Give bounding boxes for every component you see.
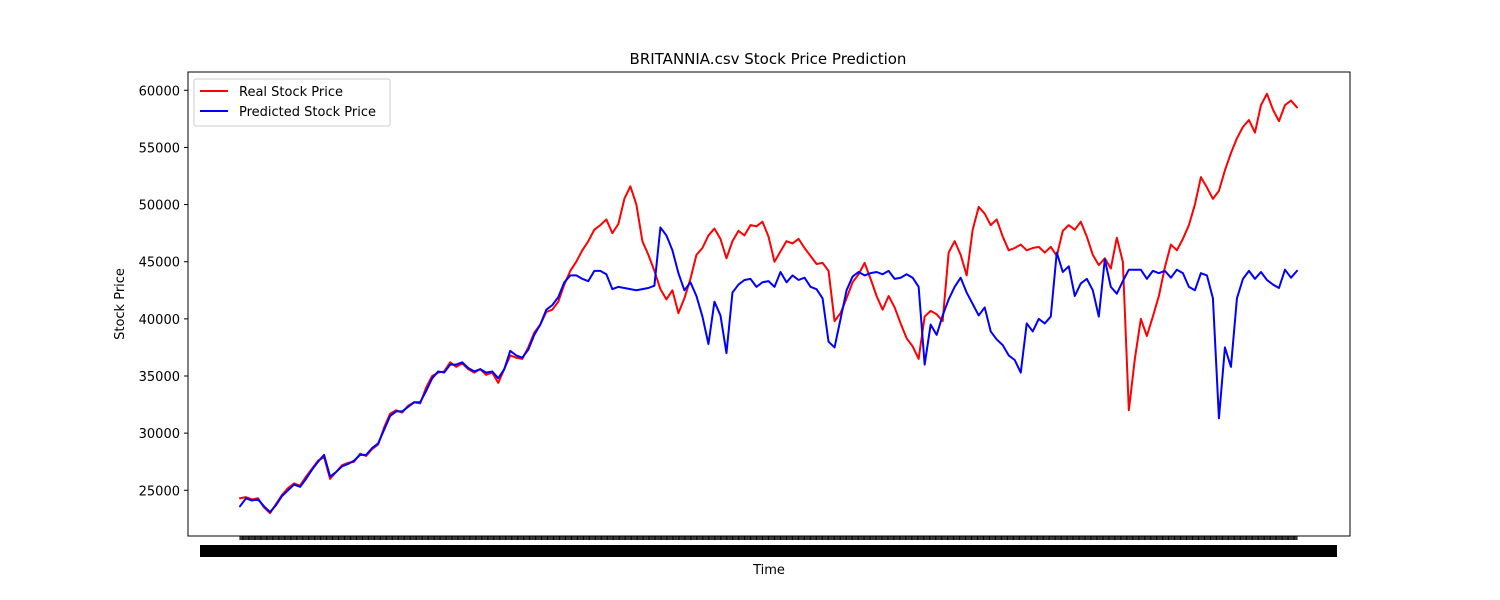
legend: Real Stock Price Predicted Stock Price [193,78,391,127]
y-tick-label: 30000 [139,427,180,442]
y-axis-label: Stock Price [113,268,128,340]
y-axis-ticks: 25000 30000 35000 40000 45000 50000 55000 60000 [139,84,188,499]
y-tick-label: 50000 [139,199,180,214]
y-tick-label: 45000 [139,256,180,271]
x-tick-label-band [200,545,1337,557]
legend-box [193,78,391,127]
y-tick-label: 25000 [139,484,180,499]
series-layer [239,92,1298,515]
y-tick-label: 35000 [139,370,180,385]
real-stock-price-line [239,92,1298,515]
y-tick-label: 60000 [139,84,180,99]
y-tick-label: 40000 [139,313,180,328]
legend-label-real: Real Stock Price [239,85,343,100]
y-tick-label: 55000 [139,141,180,156]
legend-label-predicted: Predicted Stock Price [239,105,376,120]
predicted-stock-price-line [239,226,1298,513]
x-axis-label: Time [752,563,785,578]
x-axis-ticks [200,536,1337,557]
chart-title: BRITANNIA.csv Stock Price Prediction [630,50,907,68]
plot-frame [187,71,1351,537]
